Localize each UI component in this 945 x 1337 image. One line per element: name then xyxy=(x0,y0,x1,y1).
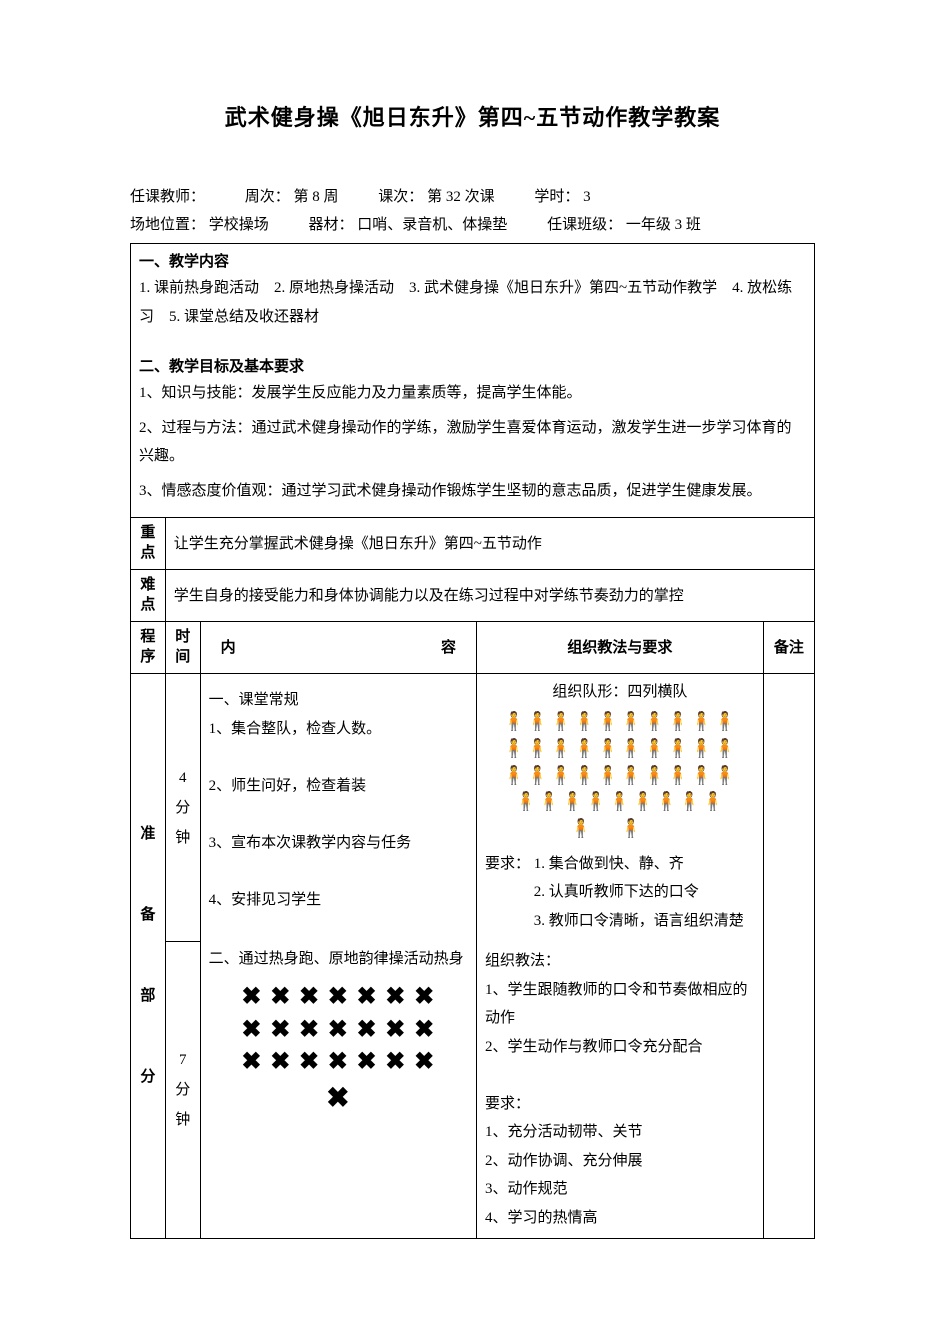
goal-3: 3、情感态度价值观：通过学习武术健身操动作锻炼学生坚韧的意志品质，促进学生健康发… xyxy=(139,477,806,506)
row-headers: 程序 时间 内 容 组织教法与要求 备注 xyxy=(131,622,815,674)
prep1-content: 一、课堂常规 1、集合整队，检查人数。 2、师生问好，检查着装 3、宣布本次课教… xyxy=(200,674,476,942)
hdr-content-l: 内 xyxy=(209,636,236,660)
prep-seq: 准 备 部 分 xyxy=(131,674,166,1239)
overview-cell: 一、教学内容 1. 课前热身跑活动 2. 原地热身操活动 3. 武术健身操《旭日… xyxy=(131,244,815,518)
section1-text: 1. 课前热身跑活动 2. 原地热身操活动 3. 武术健身操《旭日东升》第四~五… xyxy=(139,274,806,331)
prep1-h: 一、课堂常规 xyxy=(209,686,468,715)
row-prep-1: 准 备 部 分 4 分 钟 一、课堂常规 1、集合整队，检查人数。 2、师生问好… xyxy=(131,674,815,942)
label-loc: 场地位置： xyxy=(130,217,205,233)
prep2-mh: 组织教法： xyxy=(485,947,755,976)
hdr-note: 备注 xyxy=(763,622,814,674)
prep1-r1: 1. 集合做到快、静、齐 xyxy=(534,856,684,872)
val-loc: 学校操场 xyxy=(209,217,269,233)
prep-note xyxy=(763,674,814,1239)
prep2-r4: 4、学习的热情高 xyxy=(485,1204,755,1233)
meta-line-1: 任课教师： 周次： 第 8 周 课次： 第 32 次课 学时： 3 xyxy=(130,185,815,209)
prep2-r2: 2、动作协调、充分伸展 xyxy=(485,1147,755,1176)
prep1-r2: 2. 认真听教师下达的口令 xyxy=(534,884,699,900)
prep1-l2: 2、师生问好，检查着装 xyxy=(209,772,468,801)
section1-heading: 一、教学内容 xyxy=(139,250,806,274)
prep2-h: 二、通过热身跑、原地韵律操活动热身 xyxy=(209,947,468,971)
goal-2: 2、过程与方法：通过武术健身操动作的学练，激励学生喜爱体育运动，激发学生进一步学… xyxy=(139,414,806,471)
formation-spread-icon: ✖ ✖ ✖ ✖ ✖ ✖ ✖ ✖ ✖ ✖ ✖ ✖ ✖ ✖ ✖ ✖ ✖ ✖ ✖ ✖ … xyxy=(209,981,468,1116)
prep2-r3: 3、动作规范 xyxy=(485,1175,755,1204)
section2-body: 1、知识与技能：发展学生反应能力及力量素质等，提高学生体能。 2、过程与方法：通… xyxy=(139,379,806,505)
prep2-org: 组织教法： 1、学生跟随教师的口令和节奏做相应的动作 2、学生动作与教师口令充分… xyxy=(477,941,764,1239)
hdr-content: 内 容 xyxy=(200,622,476,674)
prep1-r3: 3. 教师口令清晰，语言组织清楚 xyxy=(534,913,744,929)
row-difficulty: 难点 学生自身的接受能力和身体协调能力以及在练习过程中对学练节奏劲力的掌控 xyxy=(131,570,815,622)
label-week: 周次： xyxy=(245,189,290,205)
section2-heading: 二、教学目标及基本要求 xyxy=(139,355,806,379)
row-overview: 一、教学内容 1. 课前热身跑活动 2. 原地热身操活动 3. 武术健身操《旭日… xyxy=(131,244,815,518)
val-week: 第 8 周 xyxy=(294,189,339,205)
meta-line-2: 场地位置： 学校操场 器材： 口哨、录音机、体操垫 任课班级： 一年级 3 班 xyxy=(130,213,815,237)
prep1-l3: 3、宣布本次课教学内容与任务 xyxy=(209,829,468,858)
label-equip: 器材： xyxy=(309,217,354,233)
keypoint-label: 重点 xyxy=(131,518,166,570)
difficulty-label: 难点 xyxy=(131,570,166,622)
hdr-content-r: 容 xyxy=(441,636,468,660)
page-title: 武术健身操《旭日东升》第四~五节动作教学教案 xyxy=(130,100,815,135)
prep2-time: 7 分 钟 xyxy=(165,941,200,1239)
val-session: 第 32 次课 xyxy=(427,189,495,205)
formation-four-rows-icon: 🧍🧍🧍🧍🧍🧍🧍🧍🧍🧍 🧍🧍🧍🧍🧍🧍🧍🧍🧍🧍 🧍🧍🧍🧍🧍🧍🧍🧍🧍🧍 🧍🧍🧍🧍🧍🧍🧍… xyxy=(485,708,755,842)
val-hours: 3 xyxy=(583,189,591,205)
row-keypoint: 重点 让学生充分掌握武术健身操《旭日东升》第四~五节动作 xyxy=(131,518,815,570)
lesson-plan-table: 一、教学内容 1. 课前热身跑活动 2. 原地热身操活动 3. 武术健身操《旭日… xyxy=(130,243,815,1239)
row-prep-2: 7 分 钟 二、通过热身跑、原地韵律操活动热身 ✖ ✖ ✖ ✖ ✖ ✖ ✖ ✖ … xyxy=(131,941,815,1239)
label-session: 课次： xyxy=(378,189,423,205)
val-equip: 口哨、录音机、体操垫 xyxy=(357,217,507,233)
prep1-l1: 1、集合整队，检查人数。 xyxy=(209,715,468,744)
prep2-rh: 要求： xyxy=(485,1090,755,1119)
prep2-m1: 1、学生跟随教师的口令和节奏做相应的动作 xyxy=(485,976,755,1033)
prep2-r1: 1、充分活动韧带、关节 xyxy=(485,1118,755,1147)
goal-1: 1、知识与技能：发展学生反应能力及力量素质等，提高学生体能。 xyxy=(139,379,806,408)
keypoint-text: 让学生充分掌握武术健身操《旭日东升》第四~五节动作 xyxy=(165,518,814,570)
prep1-time: 4 分 钟 xyxy=(165,674,200,942)
prep1-org-h: 组织队形：四列横队 xyxy=(485,680,755,704)
prep1-org: 组织队形：四列横队 🧍🧍🧍🧍🧍🧍🧍🧍🧍🧍 🧍🧍🧍🧍🧍🧍🧍🧍🧍🧍 🧍🧍🧍🧍🧍🧍🧍🧍… xyxy=(477,674,764,942)
difficulty-text: 学生自身的接受能力和身体协调能力以及在练习过程中对学练节奏劲力的掌控 xyxy=(165,570,814,622)
prep1-l4: 4、安排见习学生 xyxy=(209,886,468,915)
label-teacher: 任课教师： xyxy=(130,189,205,205)
label-class: 任课班级： xyxy=(547,217,622,233)
hdr-org: 组织教法与要求 xyxy=(477,622,764,674)
hdr-seq: 程序 xyxy=(131,622,166,674)
prep2-content: 二、通过热身跑、原地韵律操活动热身 ✖ ✖ ✖ ✖ ✖ ✖ ✖ ✖ ✖ ✖ ✖ … xyxy=(200,941,476,1239)
label-hours: 学时： xyxy=(534,189,579,205)
prep1-req-h: 要求： xyxy=(485,856,530,872)
val-class: 一年级 3 班 xyxy=(626,217,701,233)
prep2-m2: 2、学生动作与教师口令充分配合 xyxy=(485,1033,755,1062)
hdr-time: 时间 xyxy=(165,622,200,674)
